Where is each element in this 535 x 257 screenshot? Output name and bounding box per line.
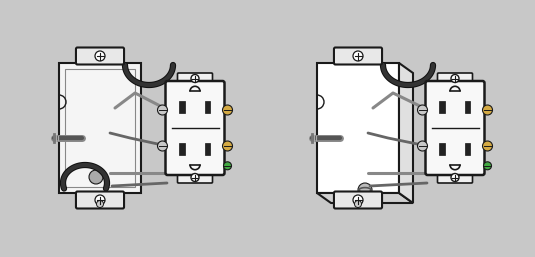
Circle shape [89, 170, 103, 184]
Bar [317, 63, 399, 193]
Circle shape [157, 105, 167, 115]
Circle shape [157, 141, 167, 151]
Circle shape [417, 141, 427, 151]
FancyBboxPatch shape [165, 81, 225, 175]
Circle shape [358, 183, 372, 197]
Circle shape [417, 105, 427, 115]
Circle shape [191, 173, 199, 181]
Circle shape [95, 51, 105, 61]
Circle shape [355, 200, 362, 207]
Polygon shape [399, 63, 413, 203]
Circle shape [483, 105, 493, 115]
Circle shape [353, 195, 363, 205]
Circle shape [224, 162, 232, 170]
Circle shape [451, 173, 459, 181]
FancyBboxPatch shape [334, 191, 382, 208]
Circle shape [223, 141, 233, 151]
FancyBboxPatch shape [438, 73, 472, 84]
Circle shape [96, 200, 103, 207]
Circle shape [484, 162, 492, 170]
FancyBboxPatch shape [178, 73, 212, 84]
Bar [179, 101, 185, 113]
Bar [465, 101, 470, 113]
Bar [439, 101, 445, 113]
Bar [465, 143, 470, 155]
FancyBboxPatch shape [76, 48, 124, 65]
Bar [179, 143, 185, 155]
FancyBboxPatch shape [438, 172, 472, 183]
FancyBboxPatch shape [425, 81, 485, 175]
Bar [59, 63, 141, 193]
Circle shape [191, 75, 199, 82]
Circle shape [353, 51, 363, 61]
FancyBboxPatch shape [76, 191, 124, 208]
FancyBboxPatch shape [334, 48, 382, 65]
Circle shape [483, 141, 493, 151]
Circle shape [95, 195, 105, 205]
Bar [205, 143, 210, 155]
Bar [205, 101, 210, 113]
Bar [439, 143, 445, 155]
Bar [65, 69, 135, 187]
Polygon shape [317, 193, 413, 203]
FancyBboxPatch shape [178, 172, 212, 183]
Circle shape [223, 105, 233, 115]
Circle shape [451, 75, 459, 82]
